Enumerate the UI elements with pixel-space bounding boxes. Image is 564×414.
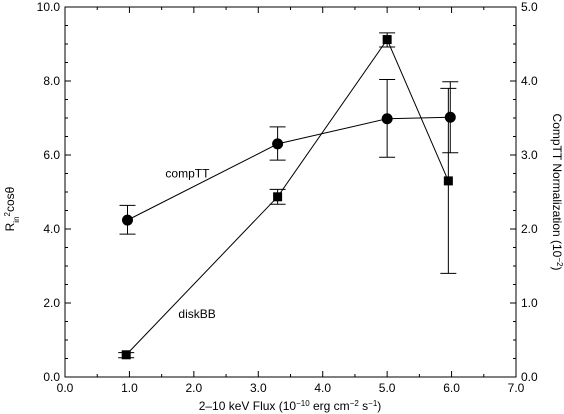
x-tick-label: 3.0 bbox=[250, 381, 267, 395]
point-diskBB bbox=[443, 176, 453, 186]
y-left-tick-label: 6.0 bbox=[43, 148, 60, 162]
y-right-tick-label: 2.0 bbox=[521, 222, 538, 236]
tick-marks bbox=[64, 6, 517, 378]
series-lines bbox=[125, 38, 451, 356]
y-right-tick-label: 0.0 bbox=[521, 370, 538, 384]
markers bbox=[121, 35, 456, 360]
point-diskBB bbox=[273, 192, 283, 202]
y-axis-left-label: Rin2cosθ bbox=[3, 186, 21, 231]
point-diskBB bbox=[121, 350, 131, 360]
error-bars bbox=[118, 32, 459, 359]
y-left-tick-label: 4.0 bbox=[43, 222, 60, 236]
y-left-tick-label: 0.0 bbox=[43, 370, 60, 384]
x-tick-label: 2.0 bbox=[186, 381, 203, 395]
y-right-tick-label: 4.0 bbox=[521, 74, 538, 88]
point-compTT bbox=[121, 214, 133, 226]
point-diskBB bbox=[382, 35, 392, 45]
point-compTT bbox=[272, 138, 284, 150]
y-right-tick-label: 5.0 bbox=[521, 0, 538, 14]
tick-labels: 0.0 1.0 2.0 3.0 4.0 5.0 6.0 7.00.02.04.06.08.01… bbox=[37, 0, 538, 395]
y-left-tick-label: 2.0 bbox=[43, 296, 60, 310]
annotation-diskBB: diskBB bbox=[178, 307, 215, 321]
y-right-tick-label: 1.0 bbox=[521, 296, 538, 310]
point-compTT bbox=[381, 113, 393, 125]
annotations: compTT diskBB bbox=[165, 167, 215, 322]
x-tick-label: 7.0 bbox=[508, 381, 525, 395]
point-compTT bbox=[444, 111, 456, 123]
x-tick-label: 5.0 bbox=[379, 381, 396, 395]
x-tick-label: 0.0 bbox=[57, 381, 74, 395]
series-line-compTT bbox=[127, 116, 451, 221]
annotation-compTT: compTT bbox=[165, 167, 210, 181]
x-tick-label: 1.0 bbox=[121, 381, 138, 395]
y-axis-right-label: CompTT Normalization (10−2) bbox=[550, 114, 564, 271]
series-line-diskBB bbox=[125, 38, 449, 356]
x-tick-label: 6.0 bbox=[443, 381, 460, 395]
y-left-tick-label: 10.0 bbox=[37, 0, 61, 14]
x-tick-label: 4.0 bbox=[314, 381, 331, 395]
y-left-tick-label: 8.0 bbox=[43, 74, 60, 88]
y-right-tick-label: 3.0 bbox=[521, 148, 538, 162]
x-axis-label: 2–10 keV Flux (10−10 erg cm−2 s−1) bbox=[199, 399, 382, 414]
